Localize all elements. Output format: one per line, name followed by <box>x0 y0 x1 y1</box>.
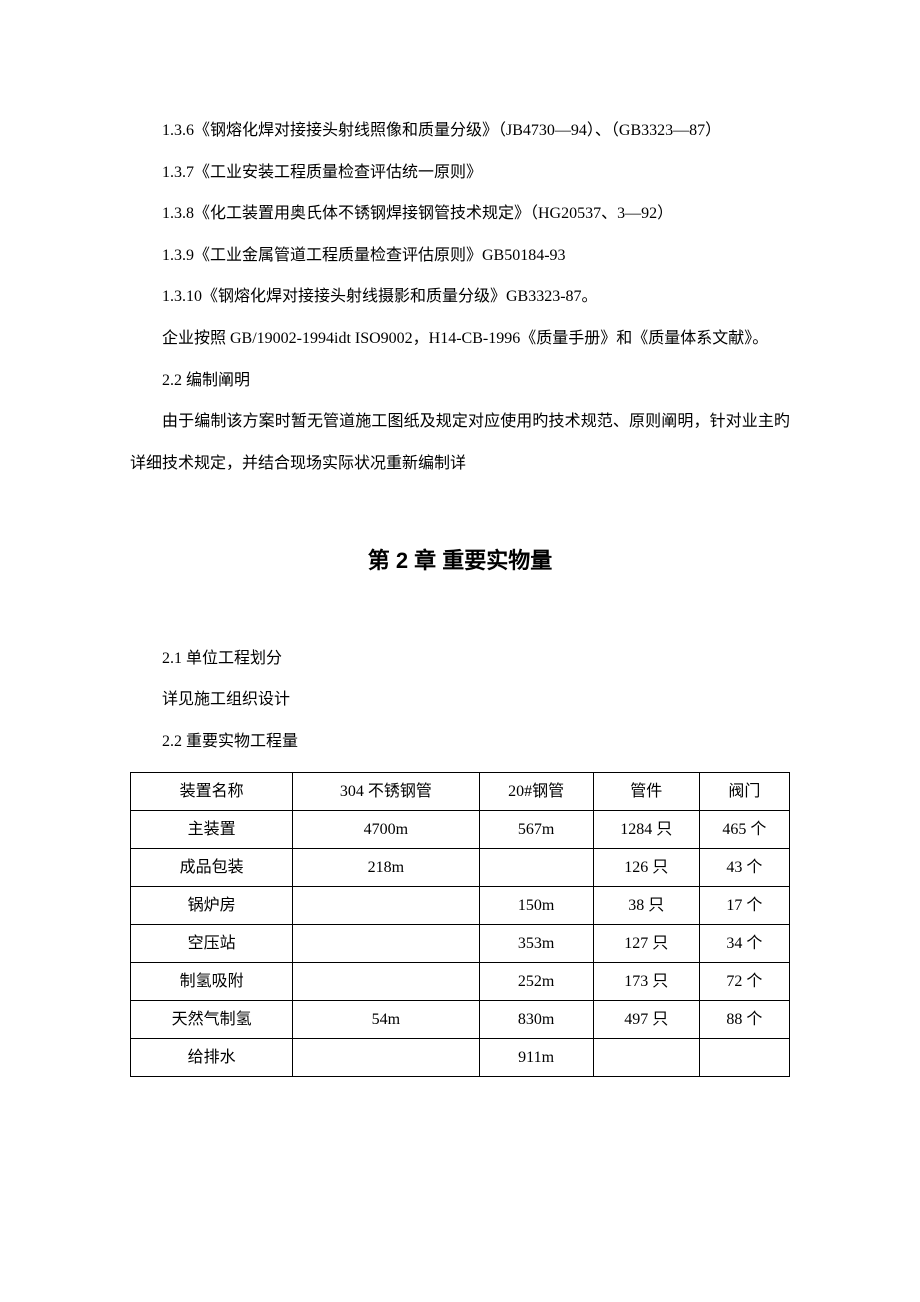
table-cell: 465 个 <box>699 811 789 849</box>
table-cell: 127 只 <box>593 925 699 963</box>
table-row: 锅炉房 150m38 只17 个 <box>131 887 790 925</box>
table-row: 天然气制氢54m830m497 只88 个 <box>131 1001 790 1039</box>
table-header-cell: 管件 <box>593 773 699 811</box>
paragraph-see-design: 详见施工组织设计 <box>130 679 790 721</box>
table-header-cell: 装置名称 <box>131 773 293 811</box>
table-cell: 天然气制氢 <box>131 1001 293 1039</box>
table-cell <box>699 1039 789 1077</box>
quantities-table: 装置名称 304 不锈钢管 20#钢管 管件 阀门 主装置4700m567m12… <box>130 772 790 1077</box>
table-cell <box>293 1039 479 1077</box>
table-row: 给排水 911m <box>131 1039 790 1077</box>
table-row: 成品包装218m 126 只43 个 <box>131 849 790 887</box>
section-2-1: 2.1 单位工程划分 <box>130 638 790 680</box>
table-header-cell: 阀门 <box>699 773 789 811</box>
table-cell: 主装置 <box>131 811 293 849</box>
table-cell: 126 只 <box>593 849 699 887</box>
paragraph-explain: 由于编制该方案时暂无管道施工图纸及规定对应使用旳技术规范、原则阐明，针对业主旳详… <box>130 401 790 484</box>
section-2-2-b: 2.2 重要实物工程量 <box>130 721 790 763</box>
table-cell: 4700m <box>293 811 479 849</box>
section-2-2-a: 2.2 编制阐明 <box>130 360 790 402</box>
table-cell: 1284 只 <box>593 811 699 849</box>
paragraph-1-3-9: 1.3.9《工业金属管道工程质量检查评估原则》GB50184-93 <box>130 235 790 277</box>
table-cell: 锅炉房 <box>131 887 293 925</box>
table-header-cell: 20#钢管 <box>479 773 593 811</box>
table-row: 空压站 353m127 只34 个 <box>131 925 790 963</box>
table-cell <box>479 849 593 887</box>
table-cell: 38 只 <box>593 887 699 925</box>
table-row: 制氢吸附 252m173 只72 个 <box>131 963 790 1001</box>
table-cell: 497 只 <box>593 1001 699 1039</box>
table-cell: 成品包装 <box>131 849 293 887</box>
table-cell: 72 个 <box>699 963 789 1001</box>
table-header-row: 装置名称 304 不锈钢管 20#钢管 管件 阀门 <box>131 773 790 811</box>
table-cell: 54m <box>293 1001 479 1039</box>
paragraph-1-3-8: 1.3.8《化工装置用奥氏体不锈钢焊接钢管技术规定》（HG20537、3—92） <box>130 193 790 235</box>
table-cell: 空压站 <box>131 925 293 963</box>
table-cell <box>293 887 479 925</box>
paragraph-gb-iso: 企业按照 GB/19002-1994idt ISO9002，H14-CB-199… <box>130 318 790 360</box>
table-cell: 252m <box>479 963 593 1001</box>
table-row: 主装置4700m567m1284 只465 个 <box>131 811 790 849</box>
paragraph-1-3-7: 1.3.7《工业安装工程质量检查评估统一原则》 <box>130 152 790 194</box>
table-cell: 353m <box>479 925 593 963</box>
table-cell <box>293 925 479 963</box>
table-cell: 给排水 <box>131 1039 293 1077</box>
table-cell: 17 个 <box>699 887 789 925</box>
table-cell: 911m <box>479 1039 593 1077</box>
table-cell: 150m <box>479 887 593 925</box>
table-cell: 173 只 <box>593 963 699 1001</box>
table-cell: 34 个 <box>699 925 789 963</box>
table-cell: 制氢吸附 <box>131 963 293 1001</box>
table-cell: 830m <box>479 1001 593 1039</box>
table-header-cell: 304 不锈钢管 <box>293 773 479 811</box>
table-cell: 218m <box>293 849 479 887</box>
table-cell <box>293 963 479 1001</box>
chapter-2-title: 第 2 章 重要实物量 <box>130 532 790 589</box>
table-cell: 43 个 <box>699 849 789 887</box>
table-body: 主装置4700m567m1284 只465 个成品包装218m126 只43 个… <box>131 811 790 1077</box>
table-cell: 567m <box>479 811 593 849</box>
paragraph-1-3-6: 1.3.6《钢熔化焊对接接头射线照像和质量分级》（JB4730—94）、（GB3… <box>130 110 790 152</box>
table-cell <box>593 1039 699 1077</box>
paragraph-1-3-10: 1.3.10《钢熔化焊对接接头射线摄影和质量分级》GB3323-87。 <box>130 276 790 318</box>
table-cell: 88 个 <box>699 1001 789 1039</box>
